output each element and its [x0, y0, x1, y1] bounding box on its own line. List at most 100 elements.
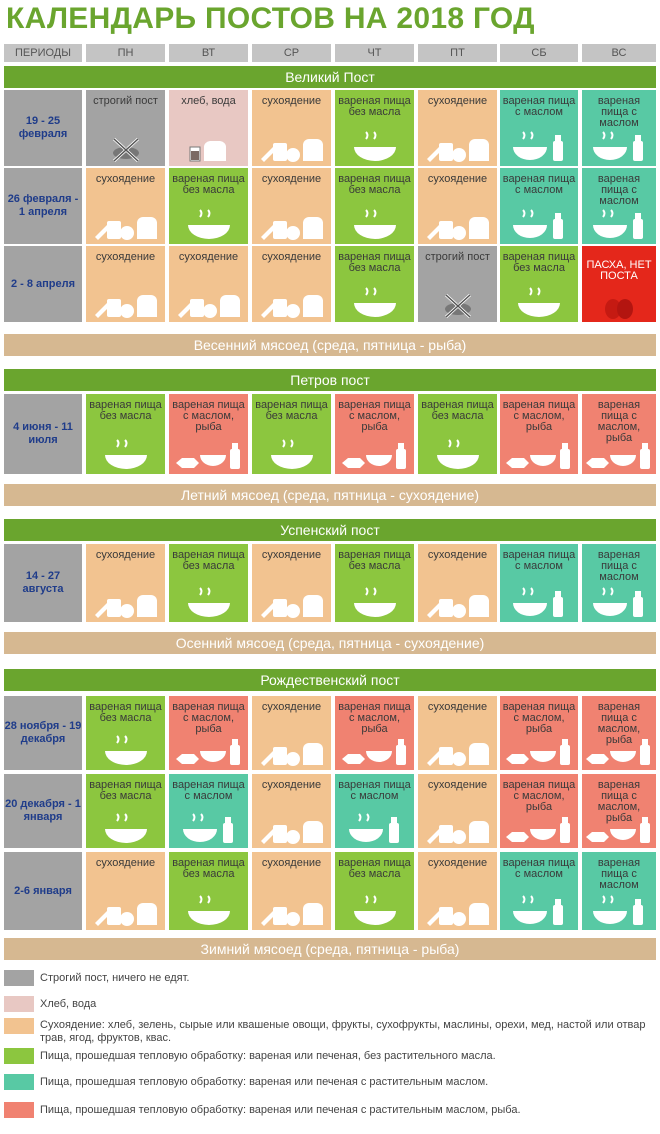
page-title: КАЛЕНДАРЬ ПОСТОВ НА 2018 ГОД: [6, 2, 535, 35]
day-cell-dry: сухоядение: [418, 544, 497, 622]
day-cell-label: строгий пост: [93, 95, 158, 107]
day-cell-label: вареная пища с маслом, рыба: [502, 701, 576, 735]
day-cell-label: вареная пища с маслом: [502, 95, 576, 118]
day-cell-dry: сухоядение: [252, 246, 331, 322]
day-cell-label: строгий пост: [425, 251, 490, 263]
fast-section-title: Великий Пост: [4, 66, 656, 88]
day-cell-label: вареная пища с маслом: [172, 779, 245, 802]
day-cell-boiled-oil-fish: вареная пища с маслом, рыба: [500, 696, 578, 770]
day-cell-boiled-oil: вареная пища с маслом: [500, 852, 578, 930]
day-cell-label: вареная пища с маслом: [597, 95, 641, 129]
period-label: 2 - 8 апреля: [10, 277, 76, 290]
day-cell-label: вареная пища без масла: [172, 173, 245, 196]
legend-text: Пища, прошедшая тепловую обработку: варе…: [40, 1076, 489, 1088]
legend-swatch: [4, 1018, 34, 1034]
day-cell-strict: строгий пост: [418, 246, 497, 322]
day-cell-boiled-no-oil: вареная пища без масла: [500, 246, 578, 322]
day-cell-label: вареная пища без масла: [421, 399, 494, 422]
period-cell: 26 февраля - 1 апреля: [4, 168, 82, 244]
day-cell-label: вареная пища без масла: [89, 779, 162, 802]
day-cell-dry: сухоядение: [252, 696, 331, 770]
period-label: 26 февраля - 1 апреля: [7, 193, 79, 218]
legend-text: Хлеб, вода: [40, 998, 97, 1010]
day-cell-label: вареная пища без масла: [338, 251, 411, 274]
dry-food-icon: [252, 207, 331, 241]
day-cell-dry: сухоядение: [252, 774, 331, 848]
crossed-plate-icon: [86, 129, 165, 163]
day-cell-label: вареная пища без масла: [338, 549, 411, 572]
day-cell-label: вареная пища без масла: [502, 251, 576, 274]
day-cell-label: сухоядение: [261, 173, 322, 185]
day-cell-label: сухоядение: [95, 857, 156, 869]
day-cell-label: вареная пища без масла: [338, 173, 411, 196]
day-cell-boiled-oil: вареная пища с маслом: [582, 90, 656, 166]
day-cell-label: сухоядение: [427, 95, 488, 107]
dry-food-icon: [86, 285, 165, 319]
day-cell-label: сухоядение: [261, 779, 322, 791]
day-cell-easter: ПАСХА, НЕТ ПОСТА: [582, 246, 656, 322]
column-header-0: ПЕРИОДЫ: [4, 44, 82, 62]
pot-and-oil-icon: [500, 129, 578, 163]
dry-food-icon: [252, 893, 331, 927]
period-cell: 20 декабря - 1 января: [4, 774, 82, 848]
legend-text: Сухоядение: хлеб, зелень, сырые или кваш…: [40, 1019, 646, 1044]
day-cell-boiled-no-oil: вареная пища без масла: [335, 852, 414, 930]
day-cell-strict: строгий пост: [86, 90, 165, 166]
dry-food-icon: [252, 811, 331, 845]
day-cell-boiled-oil: вареная пища с маслом: [500, 168, 578, 244]
dry-food-icon: [86, 207, 165, 241]
day-cell-label: вареная пища без масла: [89, 701, 162, 724]
day-cell-boiled-no-oil: вареная пища без масла: [169, 544, 248, 622]
column-header-7: ВС: [582, 44, 656, 62]
day-cell-label: сухоядение: [261, 701, 322, 713]
day-cell-dry: сухоядение: [86, 544, 165, 622]
easter-eggs-icon: [582, 285, 656, 319]
cooking-pot-icon: [252, 437, 331, 471]
column-header-5: ПТ: [418, 44, 497, 62]
day-cell-dry: сухоядение: [418, 168, 497, 244]
day-cell-label: вареная пища с маслом, рыба: [502, 779, 576, 813]
day-cell-label: вареная пища с маслом, рыба: [338, 701, 411, 735]
day-cell-label: сухоядение: [427, 701, 488, 713]
day-cell-boiled-oil: вареная пища с маслом: [500, 544, 578, 622]
period-label: 19 - 25 февраля: [18, 115, 68, 140]
period-label: 28 ноября - 19 декабря: [4, 720, 82, 745]
cooking-pot-icon: [335, 893, 414, 927]
cooking-pot-icon: [335, 585, 414, 619]
pot-and-oil-icon: [335, 811, 414, 845]
cooking-pot-icon: [418, 437, 497, 471]
legend-swatch: [4, 1048, 34, 1064]
day-cell-label: вареная пища с маслом, рыба: [597, 701, 641, 746]
column-header-3: СР: [252, 44, 331, 62]
cooking-pot-icon: [86, 437, 165, 471]
day-cell-label: вареная пища без масла: [89, 399, 162, 422]
period-cell: 14 - 27 августа: [4, 544, 82, 622]
cooking-pot-icon: [86, 811, 165, 845]
period-label: 14 - 27 августа: [22, 570, 64, 595]
dry-food-icon: [86, 585, 165, 619]
fish-pot-oil-icon: [500, 733, 578, 767]
day-cell-boiled-oil-fish: вареная пища с маслом, рыба: [582, 774, 656, 848]
dry-food-icon: [169, 285, 248, 319]
fish-pot-oil-icon: [335, 733, 414, 767]
day-cell-boiled-oil-fish: вареная пища с маслом, рыба: [500, 394, 578, 474]
day-cell-boiled-oil-fish: вареная пища с маслом, рыба: [335, 696, 414, 770]
cooking-pot-icon: [335, 285, 414, 319]
period-label: 2-6 января: [14, 884, 72, 897]
day-cell-boiled-no-oil: вареная пища без масла: [169, 168, 248, 244]
meat-eating-period-band: Зимний мясоед (среда, пятница - рыба): [4, 938, 656, 960]
day-cell-label: сухоядение: [261, 857, 322, 869]
cooking-pot-icon: [169, 207, 248, 241]
column-header-2: ВТ: [169, 44, 248, 62]
fast-section-title: Успенский пост: [4, 519, 656, 541]
day-cell-dry: сухоядение: [86, 168, 165, 244]
day-cell-label: сухоядение: [261, 251, 322, 263]
day-cell-boiled-oil-fish: вареная пища с маслом, рыба: [169, 696, 248, 770]
dry-food-icon: [418, 733, 497, 767]
dry-food-icon: [418, 585, 497, 619]
day-cell-dry: сухоядение: [252, 852, 331, 930]
bread-water-icon: [169, 129, 248, 163]
day-cell-boiled-no-oil: вареная пища без масла: [418, 394, 497, 474]
day-cell-boiled-no-oil: вареная пища без масла: [335, 544, 414, 622]
day-cell-boiled-no-oil: вареная пища без масла: [252, 394, 331, 474]
